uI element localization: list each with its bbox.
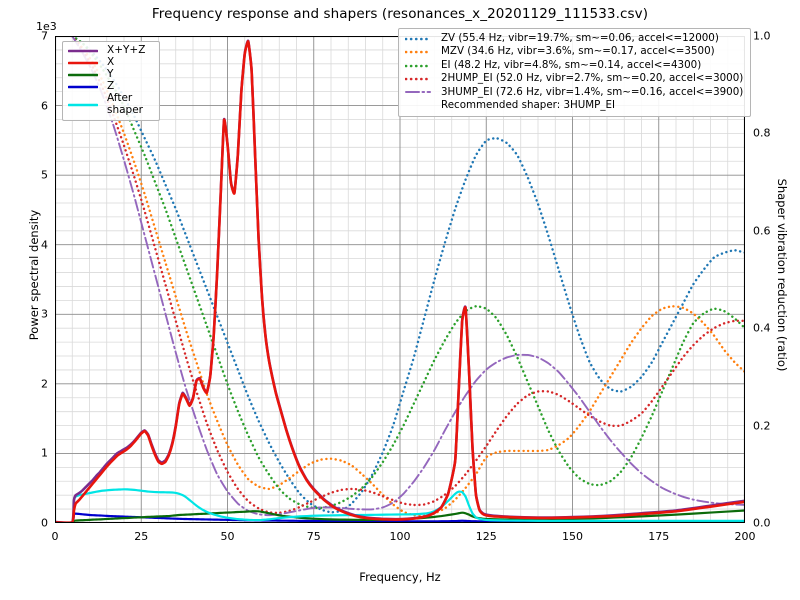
- shaper-legend-label: MZV (34.6 Hz, vibr=3.6%, sm~=0.17, accel…: [441, 45, 715, 58]
- shaper-legend: ZV (55.4 Hz, vibr=19.7%, sm~=0.06, accel…: [398, 28, 752, 118]
- legend-swatch: [68, 49, 98, 53]
- shaper-curve-ei: [71, 36, 745, 510]
- signal-legend-label: Z: [107, 80, 115, 93]
- y-tick-label: 5: [41, 168, 48, 182]
- y-tick-label: 0: [41, 516, 48, 530]
- legend-line-sample: [405, 45, 441, 58]
- signal-legend-item[interactable]: X: [68, 57, 153, 69]
- shaper-curves: [71, 36, 745, 517]
- legend-swatch: [405, 50, 431, 54]
- shaper-curve-2hump_ei: [71, 36, 745, 515]
- x-tick-label: 75: [306, 530, 321, 543]
- shaper-curve-zv: [71, 36, 745, 514]
- legend-spacer: [405, 99, 441, 112]
- y-tick-label: 4: [41, 238, 48, 252]
- signal-legend-item[interactable]: Y: [68, 69, 153, 81]
- y-axis-label: Power spectral density: [27, 209, 41, 341]
- signal-legend-label: X: [107, 56, 115, 69]
- recommended-shaper-label: Recommended shaper: 3HUMP_EI: [441, 99, 616, 112]
- y2-tick-label: 1.0: [753, 29, 771, 43]
- psd-curves: [55, 39, 745, 523]
- x-tick-label: 200: [734, 530, 756, 543]
- signal-legend-table: X+Y+Z X Y Z After shaper: [68, 45, 153, 116]
- shaper-legend-label: EI (48.2 Hz, vibr=4.8%, sm~=0.14, accel<…: [441, 58, 702, 71]
- shaper-legend-item[interactable]: 2HUMP_EI (52.0 Hz, vibr=2.7%, sm~=0.20, …: [405, 72, 743, 85]
- y-axis-offset-label: 1e3: [36, 20, 57, 33]
- x-tick-label: 50: [220, 530, 235, 543]
- legend-line-sample: [405, 86, 441, 99]
- x-tick-label: 25: [134, 530, 149, 543]
- legend-swatch: [68, 85, 98, 89]
- shaper-legend-item[interactable]: MZV (34.6 Hz, vibr=3.6%, sm~=0.17, accel…: [405, 45, 743, 58]
- legend-swatch: [68, 103, 98, 106]
- legend-swatch: [405, 37, 431, 41]
- signal-legend-item[interactable]: X+Y+Z: [68, 45, 153, 57]
- legend-line-sample: [68, 45, 107, 57]
- shaper-legend-item[interactable]: 3HUMP_EI (72.6 Hz, vibr=1.4%, sm~=0.16, …: [405, 86, 743, 99]
- psd-curve-x: [55, 40, 745, 523]
- signal-legend-label: Y: [107, 68, 114, 81]
- psd-curve-after-shaper: [55, 488, 745, 523]
- y2-tick-label: 0.6: [753, 224, 771, 238]
- signal-legend-item[interactable]: Z: [68, 81, 153, 93]
- shaper-curve-mzv: [71, 36, 745, 517]
- legend-line-sample: [405, 59, 441, 72]
- y-tick-label: 3: [41, 307, 48, 321]
- signal-legend-label: X+Y+Z: [107, 44, 146, 57]
- shaper-legend-table: ZV (55.4 Hz, vibr=19.7%, sm~=0.06, accel…: [405, 32, 743, 112]
- y-tick-label: 1: [41, 446, 48, 460]
- x-tick-label: 0: [51, 530, 59, 543]
- legend-swatch: [405, 91, 431, 94]
- legend-line-sample: [68, 81, 107, 93]
- signal-legend: X+Y+Z X Y Z After shaper: [62, 41, 160, 121]
- y2-tick-label: 0.8: [753, 126, 771, 140]
- shaper-legend-label: ZV (55.4 Hz, vibr=19.7%, sm~=0.06, accel…: [441, 32, 719, 44]
- y2-tick-label: 0.0: [753, 516, 771, 530]
- legend-line-sample: [68, 93, 107, 116]
- legend-swatch: [405, 77, 431, 81]
- legend-swatch: [68, 73, 98, 77]
- x-tick-label: 150: [562, 530, 583, 543]
- shaper-legend-item[interactable]: EI (48.2 Hz, vibr=4.8%, sm~=0.14, accel<…: [405, 59, 743, 72]
- legend-line-sample: [405, 32, 441, 45]
- y-tick-label: 7: [41, 29, 48, 43]
- shaper-curve-3hump_ei: [71, 36, 745, 517]
- x-tick-label: 100: [389, 530, 411, 543]
- shaper-legend-item[interactable]: ZV (55.4 Hz, vibr=19.7%, sm~=0.06, accel…: [405, 32, 743, 45]
- legend-line-sample: [405, 72, 441, 85]
- y-tick-label: 6: [41, 99, 48, 113]
- y2-tick-label: 0.2: [753, 419, 771, 433]
- x-axis-label: Frequency, Hz: [359, 570, 441, 584]
- legend-swatch: [68, 61, 98, 65]
- y-tick-label: 2: [41, 377, 48, 391]
- page-title: Frequency response and shapers (resonanc…: [151, 6, 649, 22]
- legend-line-sample: [68, 69, 107, 81]
- signal-legend-label: After shaper: [107, 92, 144, 116]
- shaper-legend-label: 3HUMP_EI (72.6 Hz, vibr=1.4%, sm~=0.16, …: [441, 85, 744, 98]
- legend-line-sample: [68, 57, 107, 69]
- shaper-legend-label: 2HUMP_EI (52.0 Hz, vibr=2.7%, sm~=0.20, …: [441, 72, 744, 85]
- secondary-y-axis-label: Shaper vibration reduction (ratio): [775, 178, 789, 372]
- recommended-shaper-row: Recommended shaper: 3HUMP_EI: [405, 99, 743, 112]
- signal-legend-item[interactable]: After shaper: [68, 92, 153, 116]
- x-tick-label: 125: [475, 530, 497, 543]
- x-tick-label: 175: [648, 530, 670, 543]
- y2-tick-label: 0.4: [753, 321, 771, 335]
- psd-curve-y: [55, 509, 745, 523]
- legend-swatch: [405, 64, 431, 67]
